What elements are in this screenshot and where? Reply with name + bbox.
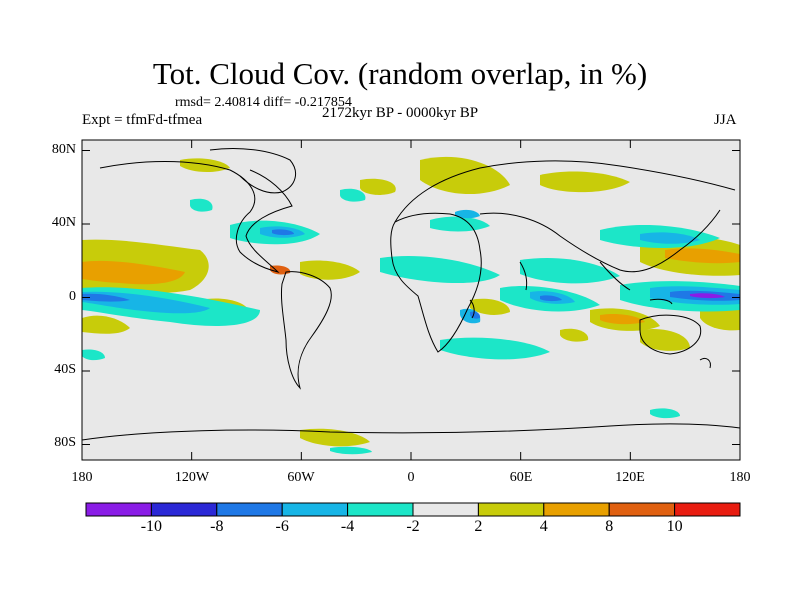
lon-label-60w: 60W [287,470,315,485]
stats-label: rmsd= 2.40814 diff= -0.217854 [175,95,352,110]
colorbar-label: -6 [275,518,289,535]
lat-label-40s: 40S [54,362,76,377]
colorbar-swatch [347,502,414,517]
anomaly-fields [82,156,740,455]
map-area [82,140,740,460]
colorbar-label: -2 [406,518,420,535]
colorbar-swatch [216,502,283,517]
colorbar-label: -4 [340,518,355,535]
colorbar-label: 2 [474,518,483,535]
colorbar-swatch [412,502,479,517]
lat-label-equator: 0 [69,289,76,304]
colorbar-label: 4 [539,518,548,535]
colorbar-swatch [543,502,610,517]
lat-label-40n: 40N [51,215,76,230]
lon-label-120e: 120E [615,470,645,485]
lon-label-180e: 180 [729,470,751,485]
lon-label-120w: 120W [174,470,210,485]
colorbar-label: -10 [140,518,163,535]
colorbar-swatch [608,502,676,517]
colorbar-label: -8 [210,518,224,535]
lon-label-60e: 60E [509,470,533,485]
coastlines [82,148,740,441]
colorbar-swatch [281,502,349,517]
colorbar-swatch [674,502,741,517]
lon-label-0: 0 [407,470,415,485]
season-label: JJA [714,112,737,128]
map-title: Tot. Cloud Cov. (random overlap, in %) [152,56,648,91]
colorbar-swatch [85,502,152,517]
colorbar-label: 8 [605,518,614,535]
lat-label-80s: 80S [54,435,76,450]
lat-label-80n: 80N [51,142,76,157]
colorbar-label: 10 [666,518,683,535]
colorbar-swatch [150,502,218,517]
axis-ticks [81,140,741,460]
period-label: 2172kyr BP - 0000kyr BP [322,105,479,121]
lon-label-180w: 180 [71,470,93,485]
colorbar-swatch [477,502,545,517]
colorbar [85,502,741,517]
experiment-label: Expt = tfmFd-tfmea [82,112,203,128]
